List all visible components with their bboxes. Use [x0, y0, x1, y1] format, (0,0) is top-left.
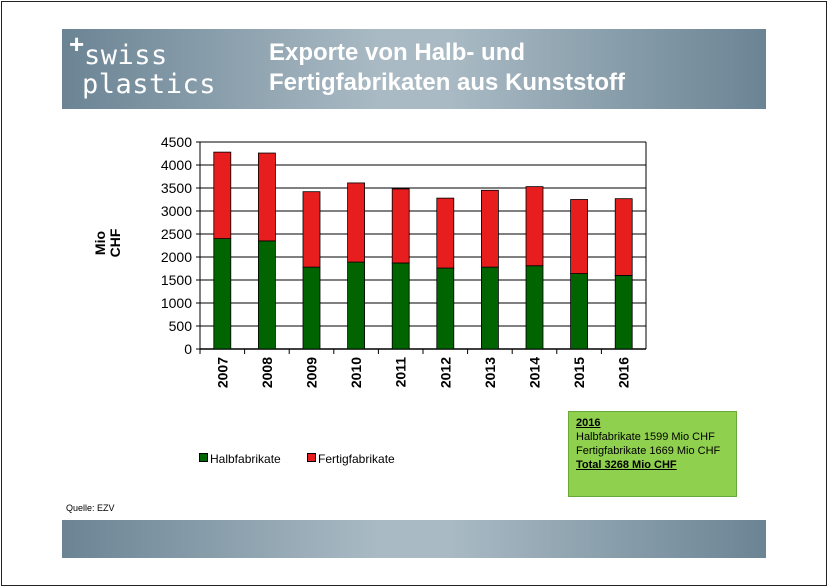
title-line-2: Fertigfabrikaten aus Kunststoff	[269, 69, 626, 96]
swiss-plastics-logo: + swiss plastics	[69, 30, 217, 100]
y-tick-label: 500	[169, 318, 193, 334]
bar-fertigfabrikate-2007	[213, 151, 232, 239]
x-tick-label: 2010	[348, 357, 364, 388]
bar-halbfabrikate-2014	[525, 265, 544, 350]
bar-halbfabrikate-2010	[347, 261, 366, 350]
bar-halbfabrikate-2012	[436, 267, 455, 350]
bar-fertigfabrikate-2011	[391, 188, 410, 264]
x-tick-label: 2013	[482, 357, 498, 388]
bar-fertigfabrikate-2015	[570, 199, 588, 274]
y-tick-label: 2000	[161, 249, 192, 265]
legend-swatch-halbfabrikate	[199, 453, 208, 462]
y-tick-label: 3500	[161, 180, 192, 196]
bar-fertigfabrikate-2010	[347, 182, 366, 263]
bar-fertigfabrikate-2009	[302, 191, 321, 268]
logo-line-swiss: swiss	[84, 40, 168, 71]
x-tick-label: 2007	[214, 357, 230, 388]
page-title: Exporte von Halb- und Fertigfabrikaten a…	[269, 38, 625, 98]
logo-plus-mark: +	[69, 29, 85, 59]
logo-line-plastics: plastics	[82, 69, 217, 100]
x-tick-label: 2009	[304, 357, 320, 388]
summary-fertigfabrikate: Fertigfabrikate 1669 Mio CHF	[576, 445, 721, 457]
header-banner: + swiss plastics Exporte von Halb- und F…	[62, 29, 766, 109]
bar-halbfabrikate-2009	[302, 266, 321, 350]
bar-halbfabrikate-2016	[614, 275, 633, 350]
y-tick-label: 1000	[161, 295, 192, 311]
bar-fertigfabrikate-2012	[436, 197, 455, 269]
source-note: Quelle: EZV	[66, 503, 115, 513]
legend-label-halbfabrikate: Halbfabrikate	[210, 452, 281, 466]
legend-label-fertigfabrikate: Fertigfabrikate	[318, 452, 395, 466]
x-tick-label: 2015	[571, 357, 587, 388]
bar-halbfabrikate-2011	[391, 262, 410, 350]
bar-halbfabrikate-2015	[570, 273, 588, 350]
summary-year: 2016	[576, 417, 601, 429]
x-tick-label: 2008	[259, 357, 275, 388]
y-tick-label: 2500	[161, 226, 192, 242]
legend-swatch-fertigfabrikate	[307, 453, 316, 462]
summary-halbfabrikate: Halbfabrikate 1599 Mio CHF	[576, 431, 715, 443]
footer-banner	[62, 520, 766, 558]
y-tick-label: 4000	[161, 157, 192, 173]
y-tick-label: 4500	[161, 134, 192, 150]
x-tick-label: 2011	[393, 357, 409, 388]
y-tick-label: 1500	[161, 272, 192, 288]
legend-item-fertigfabrikate: Fertigfabrikate	[307, 452, 395, 466]
summary-box-2016: 2016 Halbfabrikate 1599 Mio CHF Fertigfa…	[568, 411, 737, 497]
bar-halbfabrikate-2007	[213, 238, 232, 350]
bar-fertigfabrikate-2013	[480, 189, 499, 268]
summary-total: Total 3268 Mio CHF	[576, 459, 677, 471]
bar-fertigfabrikate-2008	[257, 152, 276, 242]
x-tick-label: 2012	[437, 357, 453, 388]
legend-item-halbfabrikate: Halbfabrikate	[199, 452, 281, 466]
y-tick-label: 3000	[161, 203, 192, 219]
bar-halbfabrikate-2008	[257, 240, 276, 350]
bar-fertigfabrikate-2016	[614, 198, 633, 276]
x-tick-label: 2016	[616, 357, 632, 388]
bar-halbfabrikate-2013	[480, 266, 499, 350]
title-line-1: Exporte von Halb- und	[269, 39, 526, 66]
y-tick-label: 0	[184, 341, 192, 357]
bar-fertigfabrikate-2014	[525, 186, 544, 267]
x-tick-label: 2014	[527, 357, 543, 388]
